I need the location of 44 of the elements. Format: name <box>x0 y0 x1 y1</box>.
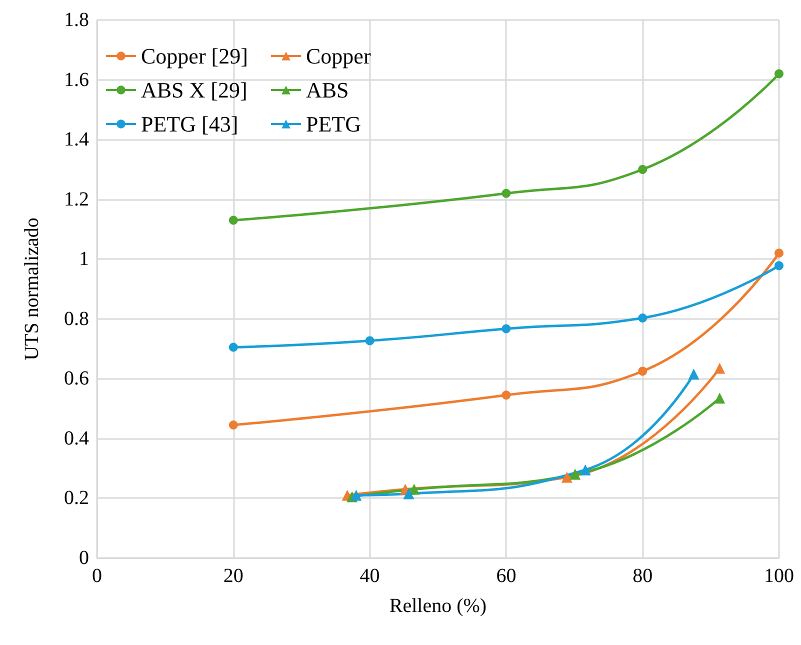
legend-label: ABS X [29] <box>141 78 248 102</box>
y-tick-label: 0 <box>79 547 89 569</box>
point <box>350 490 362 501</box>
y-tick-label: 1.8 <box>64 9 89 31</box>
point <box>228 216 238 225</box>
point <box>403 488 414 500</box>
x-tick-label: 60 <box>496 565 516 587</box>
point <box>638 164 648 174</box>
point <box>570 468 581 480</box>
x-tick-label: 80 <box>632 565 653 587</box>
point <box>228 420 238 430</box>
point <box>502 188 511 198</box>
point <box>774 261 784 270</box>
legend-label: PETG [43] <box>141 112 238 136</box>
point <box>774 248 784 258</box>
y-axis-title: UTS normalizado <box>21 218 43 360</box>
point <box>714 362 726 374</box>
x-tick-label: 100 <box>764 565 794 587</box>
point <box>638 313 648 322</box>
y-tick-label: 1 <box>79 248 89 270</box>
legend-label: Copper [29] <box>141 44 248 68</box>
x-tick-label: 20 <box>223 565 244 587</box>
point <box>502 390 511 400</box>
y-tick-label: 0.6 <box>64 368 89 390</box>
point <box>502 324 511 334</box>
y-tick-label: 1.6 <box>64 68 89 91</box>
point <box>688 368 700 380</box>
y-tick-label: 1.2 <box>64 188 89 210</box>
point <box>638 366 648 376</box>
x-tick-label: 40 <box>360 565 380 587</box>
point <box>714 392 726 404</box>
legend-label: Copper <box>306 44 372 68</box>
y-tick-label: 0.4 <box>64 427 89 450</box>
legend-label: PETG <box>306 112 362 136</box>
point <box>561 472 572 483</box>
point <box>228 342 238 352</box>
point <box>365 336 374 346</box>
y-tick-label: 0.8 <box>64 308 89 330</box>
point <box>580 464 591 476</box>
point <box>774 69 784 78</box>
y-tick-label: 1.4 <box>64 128 89 151</box>
x-axis-title: Relleno (%) <box>389 595 487 617</box>
legend-label: ABS <box>306 78 349 102</box>
y-tick-label: 0.2 <box>64 487 89 510</box>
